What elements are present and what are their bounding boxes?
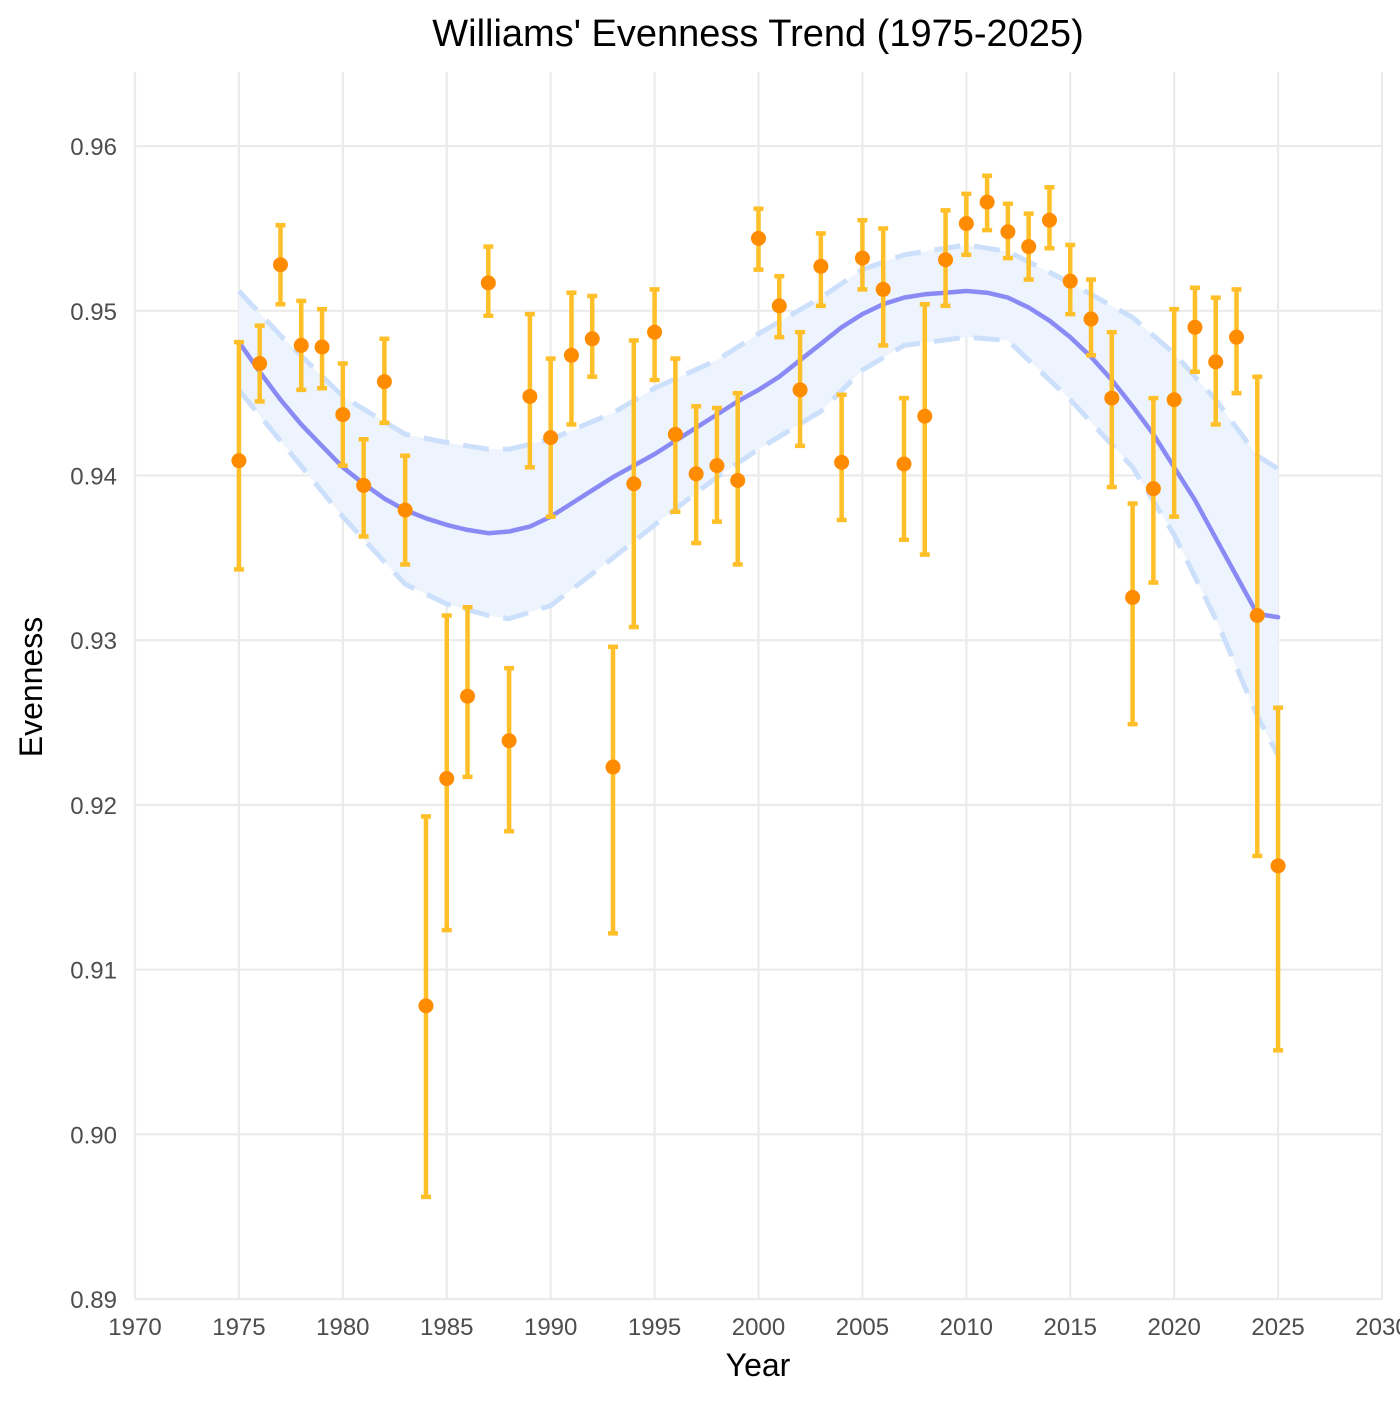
y-tick-label: 0.92 xyxy=(70,793,117,820)
data-point xyxy=(709,458,725,474)
x-tick-label: 2010 xyxy=(940,1314,993,1341)
data-point xyxy=(1208,354,1224,370)
data-point xyxy=(1083,311,1099,327)
confidence-band-fill xyxy=(238,244,1279,756)
x-tick-label: 1975 xyxy=(212,1314,265,1341)
data-point xyxy=(1000,224,1016,240)
data-point xyxy=(730,472,746,488)
data-point xyxy=(667,426,683,442)
error-bar xyxy=(919,301,930,557)
data-point xyxy=(688,466,704,482)
data-point xyxy=(1166,392,1182,408)
chart-title: Williams' Evenness Trend (1975-2025) xyxy=(432,13,1083,55)
data-point xyxy=(1041,212,1057,228)
x-tick-label: 2005 xyxy=(836,1314,889,1341)
y-tick-label: 0.95 xyxy=(70,299,117,326)
data-point xyxy=(439,771,455,787)
data-point xyxy=(896,456,912,472)
data-point xyxy=(958,216,974,232)
data-point xyxy=(626,476,642,492)
data-point xyxy=(584,331,600,347)
y-axis-title: Evenness xyxy=(13,617,49,758)
data-point xyxy=(979,194,995,210)
y-tick-label: 0.91 xyxy=(70,958,117,985)
data-point xyxy=(1125,589,1141,605)
data-point xyxy=(792,382,808,398)
x-axis-ticks: 1970 1975 1980 1985 1990 1995 2000 2005 2010 2015… xyxy=(108,1314,1400,1341)
data-point xyxy=(813,258,829,274)
data-point xyxy=(1249,608,1265,624)
data-point xyxy=(1229,329,1245,345)
confidence-lower-bound xyxy=(236,334,1281,757)
data-point xyxy=(356,477,372,493)
data-point xyxy=(938,252,954,268)
data-point xyxy=(771,298,787,314)
data-point xyxy=(314,339,330,355)
data-point xyxy=(231,453,247,469)
data-point xyxy=(1145,481,1161,497)
x-tick-label: 1995 xyxy=(628,1314,681,1341)
data-point xyxy=(1021,239,1037,255)
data-point xyxy=(834,454,850,470)
error-bar xyxy=(608,644,619,936)
y-tick-label: 0.94 xyxy=(70,464,117,491)
x-axis-title: Year xyxy=(726,1347,791,1383)
data-point xyxy=(418,998,434,1014)
y-tick-label: 0.89 xyxy=(70,1287,117,1314)
data-point xyxy=(397,502,413,518)
error-bar xyxy=(504,665,515,834)
data-point xyxy=(605,759,621,775)
data-point xyxy=(563,347,579,363)
data-point xyxy=(543,430,559,446)
x-tick-label: 2015 xyxy=(1044,1314,1097,1341)
x-tick-label: 1985 xyxy=(420,1314,473,1341)
y-tick-label: 0.90 xyxy=(70,1122,117,1149)
data-point xyxy=(1187,319,1203,335)
x-tick-label: 1980 xyxy=(316,1314,369,1341)
x-tick-label: 1970 xyxy=(108,1314,161,1341)
y-tick-label: 0.96 xyxy=(70,134,117,161)
data-point xyxy=(875,281,891,297)
y-tick-label: 0.93 xyxy=(70,628,117,655)
data-point xyxy=(252,356,268,372)
data-point xyxy=(293,337,309,353)
data-point xyxy=(854,250,870,266)
data-point xyxy=(460,688,476,704)
x-tick-label: 2025 xyxy=(1251,1314,1304,1341)
x-tick-label: 2000 xyxy=(732,1314,785,1341)
data-point xyxy=(1062,273,1078,289)
x-tick-label: 1990 xyxy=(524,1314,577,1341)
confidence-upper-bound xyxy=(237,242,1280,472)
data-point xyxy=(501,733,517,749)
confidence-band xyxy=(236,242,1281,757)
data-point xyxy=(376,374,392,390)
data-point xyxy=(522,388,538,404)
data-point xyxy=(1270,858,1286,874)
data-point xyxy=(917,408,933,424)
data-point xyxy=(751,230,766,246)
error-bar xyxy=(1273,705,1284,1053)
x-tick-label: 2020 xyxy=(1147,1314,1200,1341)
data-point xyxy=(1104,390,1120,406)
data-point xyxy=(272,257,288,273)
grid xyxy=(133,72,1384,1301)
data-points xyxy=(231,194,1286,1014)
error-bar xyxy=(1169,306,1180,519)
error-bar xyxy=(1106,329,1117,490)
error-bar xyxy=(1127,501,1138,727)
data-point xyxy=(335,407,351,423)
y-axis-ticks: 0.89 0.90 0.91 0.92 0.93 0.94 0.95 0.96 xyxy=(70,134,117,1314)
data-point xyxy=(647,324,663,340)
data-point xyxy=(480,275,496,291)
